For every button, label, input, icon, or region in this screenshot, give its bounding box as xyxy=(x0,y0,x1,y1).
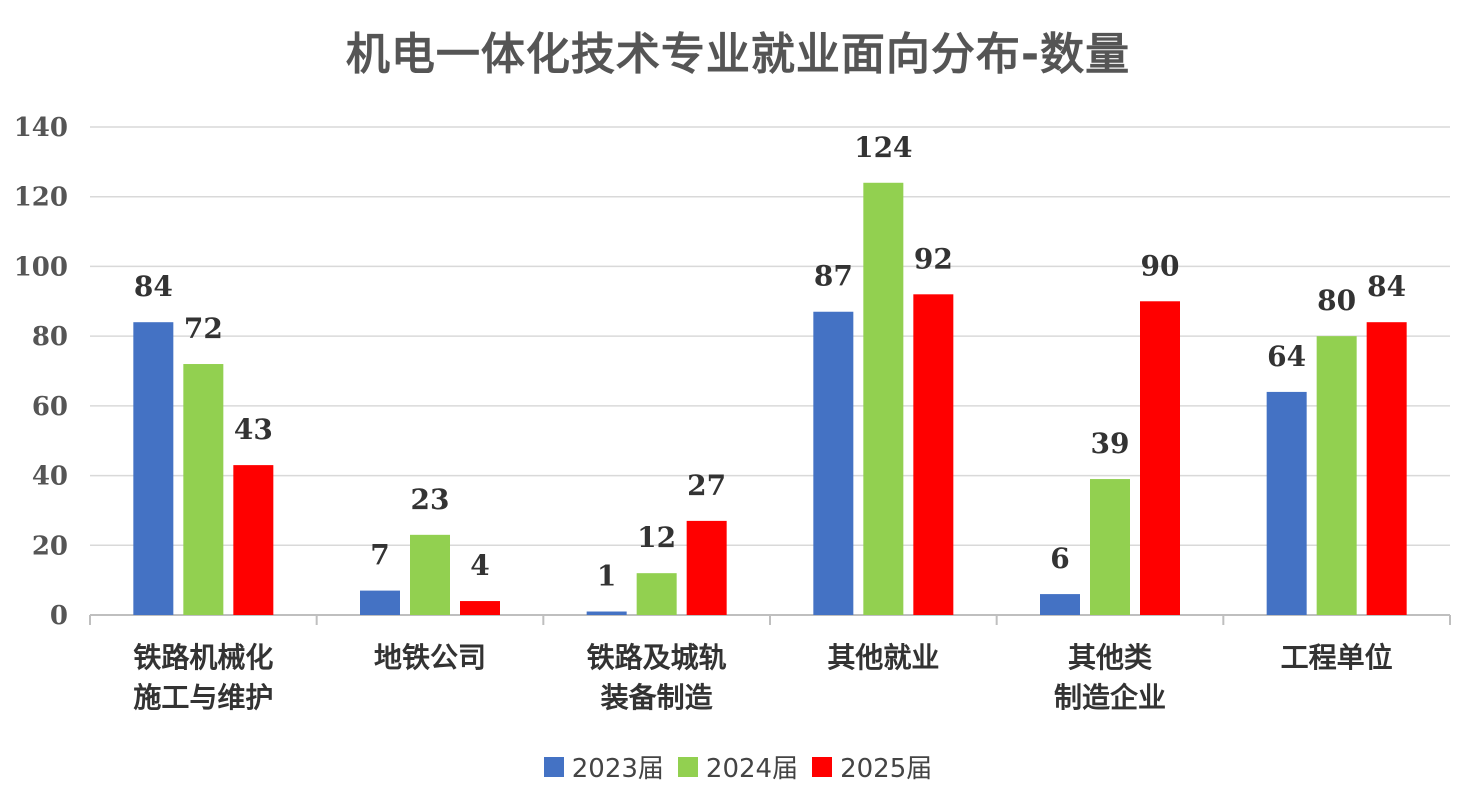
bar xyxy=(1090,479,1130,615)
bar xyxy=(233,465,274,615)
legend-label: 2025届 xyxy=(840,754,933,784)
x-category-label: 施工与维护 xyxy=(133,681,273,714)
bar xyxy=(1366,322,1407,615)
x-category-label: 装备制造 xyxy=(601,681,713,714)
legend-label: 2023届 xyxy=(571,754,664,784)
data-label: 84 xyxy=(134,270,173,303)
x-category-label: 制造企业 xyxy=(1054,681,1166,714)
y-tick-label: 120 xyxy=(14,183,68,213)
bar xyxy=(913,294,954,615)
y-tick-label: 80 xyxy=(32,322,68,352)
data-label: 12 xyxy=(637,521,676,554)
bar xyxy=(636,573,677,615)
x-category-label: 其他类 xyxy=(1068,641,1152,674)
data-label: 84 xyxy=(1367,270,1406,303)
data-label: 4 xyxy=(470,549,489,582)
bar xyxy=(863,182,904,615)
bar xyxy=(1266,391,1307,615)
bar xyxy=(1040,594,1080,615)
legend-swatch xyxy=(677,756,698,777)
data-label: 6 xyxy=(1050,542,1069,575)
legend-item: 2024届 xyxy=(677,748,799,785)
x-category-label: 铁路及城轨 xyxy=(587,641,727,674)
legend-item: 2025届 xyxy=(812,748,932,785)
data-label: 7 xyxy=(370,539,389,572)
legend-item: 2023届 xyxy=(543,748,664,785)
bar xyxy=(133,322,174,615)
x-category-label: 铁路机械化 xyxy=(133,641,273,674)
bar xyxy=(360,590,400,615)
chart-title: 机电一体化技术专业就业面向分布-数量 xyxy=(345,29,1131,80)
y-tick-label: 40 xyxy=(32,462,68,492)
bar xyxy=(586,611,627,615)
data-label: 39 xyxy=(1091,427,1130,460)
data-label: 23 xyxy=(411,483,450,516)
legend-swatch xyxy=(812,756,833,777)
x-category-label: 其他就业 xyxy=(827,641,939,674)
data-label: 124 xyxy=(854,131,912,164)
data-label: 1 xyxy=(597,560,616,593)
data-label: 87 xyxy=(814,260,853,293)
chart-legend: 2023届 2024届 2025届 xyxy=(0,748,1476,785)
y-tick-label: 20 xyxy=(32,531,68,561)
data-label: 92 xyxy=(914,242,953,275)
data-label: 80 xyxy=(1317,284,1356,317)
data-label: 72 xyxy=(184,312,223,345)
bar xyxy=(686,520,727,615)
data-label: 27 xyxy=(687,469,726,502)
bar xyxy=(1316,336,1357,615)
bar xyxy=(183,364,224,615)
y-tick-label: 0 xyxy=(50,601,68,631)
legend-label: 2024届 xyxy=(705,754,799,784)
bar xyxy=(1140,301,1180,615)
data-label: 90 xyxy=(1141,249,1180,282)
legend-swatch xyxy=(543,756,564,777)
x-category-label: 地铁公司 xyxy=(374,641,486,674)
y-tick-label: 60 xyxy=(32,392,68,422)
bar xyxy=(410,534,450,615)
y-tick-label: 100 xyxy=(14,252,68,282)
data-label: 43 xyxy=(234,413,273,446)
bar xyxy=(460,601,500,615)
bar xyxy=(813,311,854,615)
y-tick-label: 140 xyxy=(14,113,68,143)
data-label: 64 xyxy=(1267,340,1306,373)
x-category-label: 工程单位 xyxy=(1281,641,1393,674)
